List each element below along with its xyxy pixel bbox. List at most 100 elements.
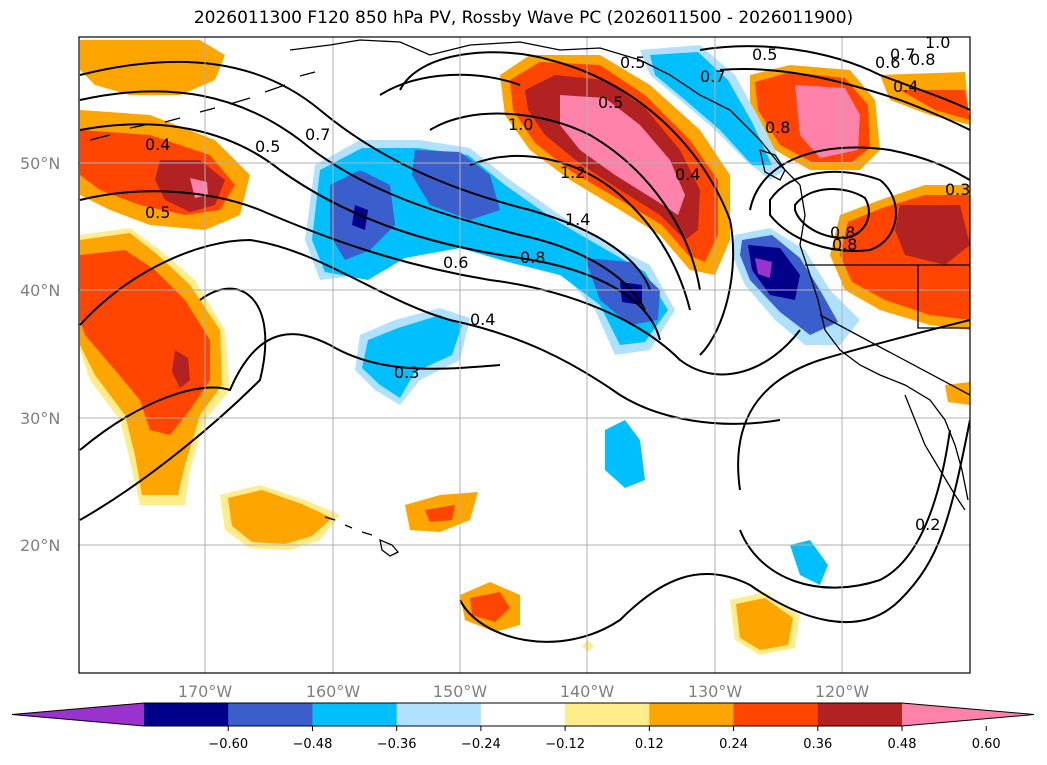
- contour-label: 0.4: [675, 165, 700, 184]
- contour-label: 0.7: [700, 67, 725, 86]
- contour-label: 0.4: [470, 310, 495, 329]
- shade-neg-4: [352, 205, 368, 230]
- lat-label: 20°N: [20, 536, 60, 555]
- contour-label: 0.5: [145, 203, 170, 222]
- contour-line: [79, 123, 661, 341]
- contour-label: 0.8: [830, 223, 855, 242]
- colorbar-tick-label: 0.48: [888, 737, 917, 752]
- contour-line: [79, 90, 646, 311]
- lon-label: 140°W: [560, 682, 615, 701]
- lon-label: 120°W: [815, 682, 870, 701]
- shade-pos-sub4b: [736, 598, 793, 650]
- colorbar-bin: [312, 703, 398, 726]
- contour-label: 0.5: [752, 45, 777, 64]
- lon-label: 150°W: [433, 682, 488, 701]
- shade-neg-coast3: [748, 245, 800, 300]
- shade-pos-se: [945, 382, 970, 405]
- colorbar-bin: [228, 703, 313, 726]
- shade-neg-alaska2: [650, 52, 772, 165]
- contour-line: [79, 333, 501, 451]
- colorbar-tick-label: 0.36: [803, 737, 832, 752]
- shade-pos-ne5: [900, 90, 970, 120]
- colorbar-tick-label: −0.12: [545, 737, 585, 752]
- gridlines: [79, 37, 970, 673]
- colorbar-bin: [396, 703, 482, 726]
- lat-label: 30°N: [20, 409, 60, 428]
- coast-bc: [799, 184, 969, 501]
- colorbar: −0.60 −0.48 −0.36 −0.24 −0.12 0.12 0.24 0.36 0.4…: [11, 702, 1035, 752]
- contour-label: 0.6: [443, 253, 468, 272]
- shade-pos-gulf4: [560, 95, 685, 215]
- contour-label: 0.5: [598, 93, 623, 112]
- contour-label: 0.8: [910, 50, 935, 69]
- contour-label: 0.6: [875, 53, 900, 72]
- contour-label: 1.0: [925, 33, 950, 52]
- contour-label: 0.8: [832, 235, 857, 254]
- contour-line: [399, 51, 735, 356]
- pv-shading: [80, 40, 970, 655]
- shade-neg-sub2: [790, 540, 828, 585]
- contour-label: 1.0: [508, 115, 533, 134]
- contour-label: 0.5: [255, 137, 280, 156]
- contour-label: 0.3: [394, 363, 419, 382]
- shade-pos-sub3b: [470, 592, 510, 622]
- colorbar-bin: [565, 703, 650, 726]
- contour-labels: 0.5 0.7 0.4 0.5 0.5 1.0 1.2 1.4 0.6 0.8 …: [145, 33, 970, 534]
- contour-label: 0.4: [893, 77, 918, 96]
- map-frame: [78, 36, 971, 674]
- map-title: 2026011300 F120 850 hPa PV, Rossby Wave …: [193, 8, 854, 28]
- contour-label: 0.7: [305, 125, 330, 144]
- contour-line: [79, 60, 651, 291]
- shade-neg-sub: [605, 420, 645, 488]
- coast-aleutians: [89, 71, 316, 141]
- colorbar-tick-label: 0.24: [719, 737, 748, 752]
- colorbar-bin: [817, 703, 903, 726]
- shade-neg-4b: [620, 282, 642, 305]
- colorbar-tick-label: −0.24: [461, 737, 501, 752]
- map-panel: 0.5 0.7 0.4 0.5 0.5 1.0 1.2 1.4 0.6 0.8 …: [78, 33, 971, 674]
- lat-label: 40°N: [20, 281, 60, 300]
- lat-label: 50°N: [20, 154, 60, 173]
- contour-label: 0.3: [945, 180, 970, 199]
- shade-pos-sub1b: [228, 490, 332, 544]
- shade-pos-nw2-core: [155, 160, 225, 212]
- contour-line: [769, 170, 897, 252]
- colorbar-extend-max: [902, 703, 1034, 726]
- shade-pos-west4: [172, 350, 190, 388]
- colorbar-tick-label: −0.60: [208, 737, 248, 752]
- contour-line: [429, 112, 701, 291]
- contour-label: 0.2: [915, 515, 940, 534]
- colorbar-tick-label: 0.60: [972, 737, 1001, 752]
- shade-neg-coast4: [755, 258, 772, 278]
- contour-line: [79, 238, 781, 425]
- contour-label: 0.8: [765, 118, 790, 137]
- pv-contours: [79, 45, 970, 643]
- colorbar-tick-label: −0.36: [377, 737, 417, 752]
- lon-axis: 170°W 160°W 150°W 140°W 130°W 120°W: [178, 682, 870, 701]
- contour-label: 1.2: [560, 163, 585, 182]
- shade-pos-nw: [80, 40, 225, 95]
- contour-line: [719, 68, 970, 131]
- contour-line: [794, 188, 870, 240]
- contour-label: 0.8: [520, 248, 545, 267]
- coast-hawaii: [324, 516, 400, 557]
- colorbar-extend-min: [12, 703, 144, 726]
- shade-neg-3b: [412, 150, 500, 220]
- contour-line: [379, 73, 521, 96]
- shade-pos-ne3: [795, 85, 860, 158]
- shade-pos-east3: [895, 205, 970, 265]
- contour-label: 0.5: [620, 53, 645, 72]
- contour-line: [469, 155, 691, 311]
- lon-label: 170°W: [178, 682, 233, 701]
- contour-label: 1.4: [565, 210, 590, 229]
- colorbar-bin: [144, 703, 229, 726]
- shade-pos-west3: [80, 250, 210, 435]
- shade-neg-mid2: [362, 315, 462, 398]
- contour-line: [739, 429, 951, 589]
- coast-vi: [759, 149, 786, 181]
- shade-pos-dot1: [582, 640, 594, 652]
- contour-line: [459, 419, 970, 643]
- coast-border: [805, 264, 970, 396]
- coast-alaska: [289, 39, 801, 186]
